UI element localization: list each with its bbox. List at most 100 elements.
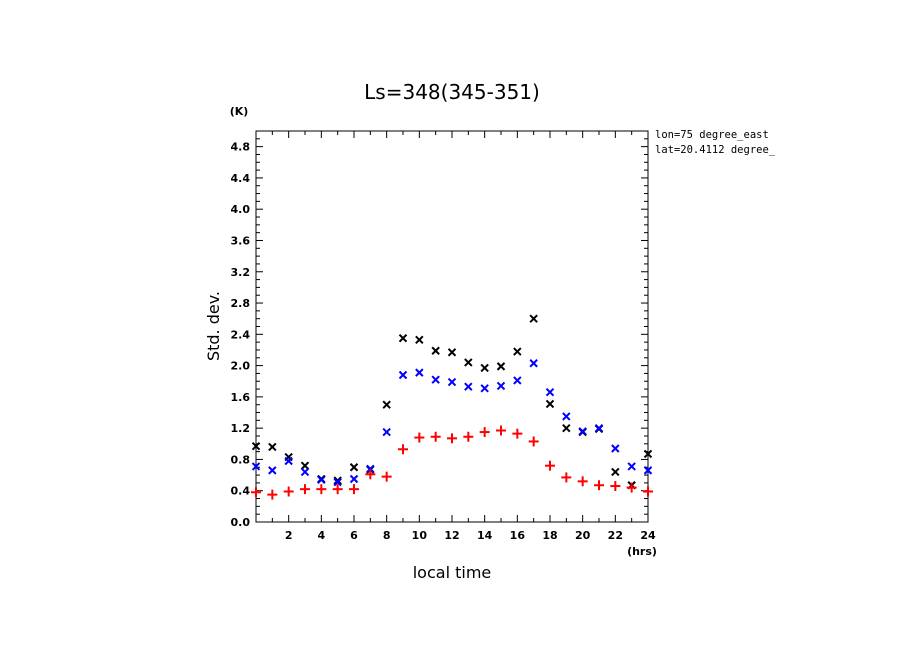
data-point bbox=[381, 471, 392, 482]
data-point bbox=[366, 464, 375, 474]
series-1 bbox=[251, 359, 653, 487]
data-point bbox=[430, 431, 441, 442]
data-point bbox=[561, 472, 572, 483]
data-point bbox=[627, 462, 636, 471]
data-point bbox=[349, 463, 359, 472]
data-point bbox=[643, 466, 653, 475]
x-tick-label: 24 bbox=[640, 529, 656, 542]
y-tick-label: 1.6 bbox=[231, 391, 251, 404]
data-point bbox=[464, 382, 473, 391]
y-tick-label: 1.2 bbox=[231, 422, 251, 435]
x-tick-label: 2 bbox=[285, 529, 293, 542]
x-unit-label: (hrs) bbox=[627, 545, 657, 558]
data-point bbox=[300, 461, 310, 470]
data-point bbox=[528, 436, 539, 447]
annotation-lon: lon=75 degree_east bbox=[655, 129, 769, 141]
x-tick-label: 10 bbox=[412, 529, 428, 542]
data-point bbox=[251, 487, 261, 498]
y-tick-label: 4.0 bbox=[231, 203, 251, 216]
data-point bbox=[268, 442, 277, 452]
data-point bbox=[496, 425, 506, 436]
data-point bbox=[398, 334, 408, 343]
data-point bbox=[611, 467, 620, 477]
annotation-lat: lat=20.4112 degree_ bbox=[655, 144, 776, 156]
data-point bbox=[415, 335, 424, 345]
data-point bbox=[267, 489, 278, 500]
y-tick-label: 4.4 bbox=[231, 172, 251, 185]
y-tick-label: 3.2 bbox=[231, 266, 251, 279]
data-point bbox=[512, 428, 523, 439]
data-point bbox=[431, 375, 440, 384]
data-point bbox=[464, 358, 473, 367]
data-point bbox=[513, 347, 522, 356]
data-point bbox=[316, 484, 327, 495]
data-point bbox=[463, 431, 474, 442]
x-tick-label: 16 bbox=[510, 529, 526, 542]
data-point bbox=[513, 376, 522, 385]
data-point bbox=[545, 460, 555, 471]
y-tick-label: 0.0 bbox=[231, 516, 251, 529]
data-point bbox=[562, 423, 571, 433]
data-point bbox=[545, 399, 555, 409]
y-tick-label: 2.8 bbox=[231, 297, 251, 310]
data-point bbox=[300, 467, 310, 477]
data-point bbox=[333, 476, 342, 485]
data-point bbox=[349, 484, 359, 495]
x-tick-label: 12 bbox=[444, 529, 459, 542]
data-point bbox=[479, 427, 490, 438]
data-point bbox=[496, 362, 506, 371]
data-point bbox=[447, 348, 457, 357]
data-point bbox=[578, 427, 587, 436]
data-point bbox=[283, 486, 294, 497]
x-tick-label: 20 bbox=[575, 529, 591, 542]
data-point bbox=[382, 427, 391, 437]
data-point bbox=[447, 433, 457, 444]
data-point bbox=[365, 469, 376, 480]
y-tick-label: 4.8 bbox=[231, 141, 251, 154]
data-point bbox=[562, 412, 571, 421]
data-point bbox=[251, 441, 261, 451]
data-point bbox=[611, 444, 620, 453]
data-point bbox=[415, 368, 424, 377]
data-point bbox=[398, 370, 408, 380]
data-point bbox=[594, 423, 604, 433]
y-tick-label: 3.6 bbox=[231, 234, 251, 247]
data-point bbox=[480, 384, 489, 393]
data-point bbox=[626, 482, 637, 493]
data-point bbox=[349, 474, 359, 484]
data-point bbox=[284, 456, 293, 466]
data-point bbox=[610, 481, 621, 492]
data-point bbox=[545, 387, 555, 397]
data-point bbox=[398, 444, 408, 455]
y-axis-label: Std. dev. bbox=[204, 291, 223, 361]
plot-frame bbox=[255, 130, 649, 523]
x-tick-label: 18 bbox=[542, 529, 557, 542]
y-tick-label: 0.4 bbox=[231, 485, 251, 498]
data-point bbox=[496, 381, 506, 391]
data-point bbox=[332, 484, 343, 495]
data-point bbox=[643, 486, 653, 497]
y-tick-label: 2.0 bbox=[231, 360, 251, 373]
x-tick-label: 4 bbox=[318, 529, 326, 542]
series-0 bbox=[251, 314, 653, 490]
data-point bbox=[300, 484, 310, 495]
data-point bbox=[447, 377, 457, 387]
x-tick-label: 22 bbox=[608, 529, 623, 542]
data-point bbox=[382, 400, 391, 409]
x-tick-label: 6 bbox=[350, 529, 358, 542]
x-tick-label: 14 bbox=[477, 529, 493, 542]
data-point bbox=[431, 346, 440, 355]
data-point bbox=[643, 449, 653, 459]
data-point bbox=[333, 477, 342, 487]
y-unit-label: (K) bbox=[230, 105, 249, 118]
chart-title: Ls=348(345-351) bbox=[364, 80, 540, 104]
y-axis: 0.0 0.4 0.8 1.2 1.6 2.0 2.4 2.8 3.2 3.6 4.0 4.4 4.8 bbox=[231, 130, 648, 529]
x-axis: 2 4 6 8 10 12 14 16 18 20 22 24 bbox=[255, 131, 656, 542]
y-tick-label: 2.4 bbox=[231, 328, 251, 341]
x-axis-label: local time bbox=[413, 563, 492, 582]
data-point bbox=[529, 314, 538, 323]
y-tick-label: 0.8 bbox=[231, 453, 251, 466]
data-point bbox=[251, 462, 261, 471]
x-tick-label: 8 bbox=[383, 529, 391, 542]
series-2 bbox=[251, 425, 653, 500]
